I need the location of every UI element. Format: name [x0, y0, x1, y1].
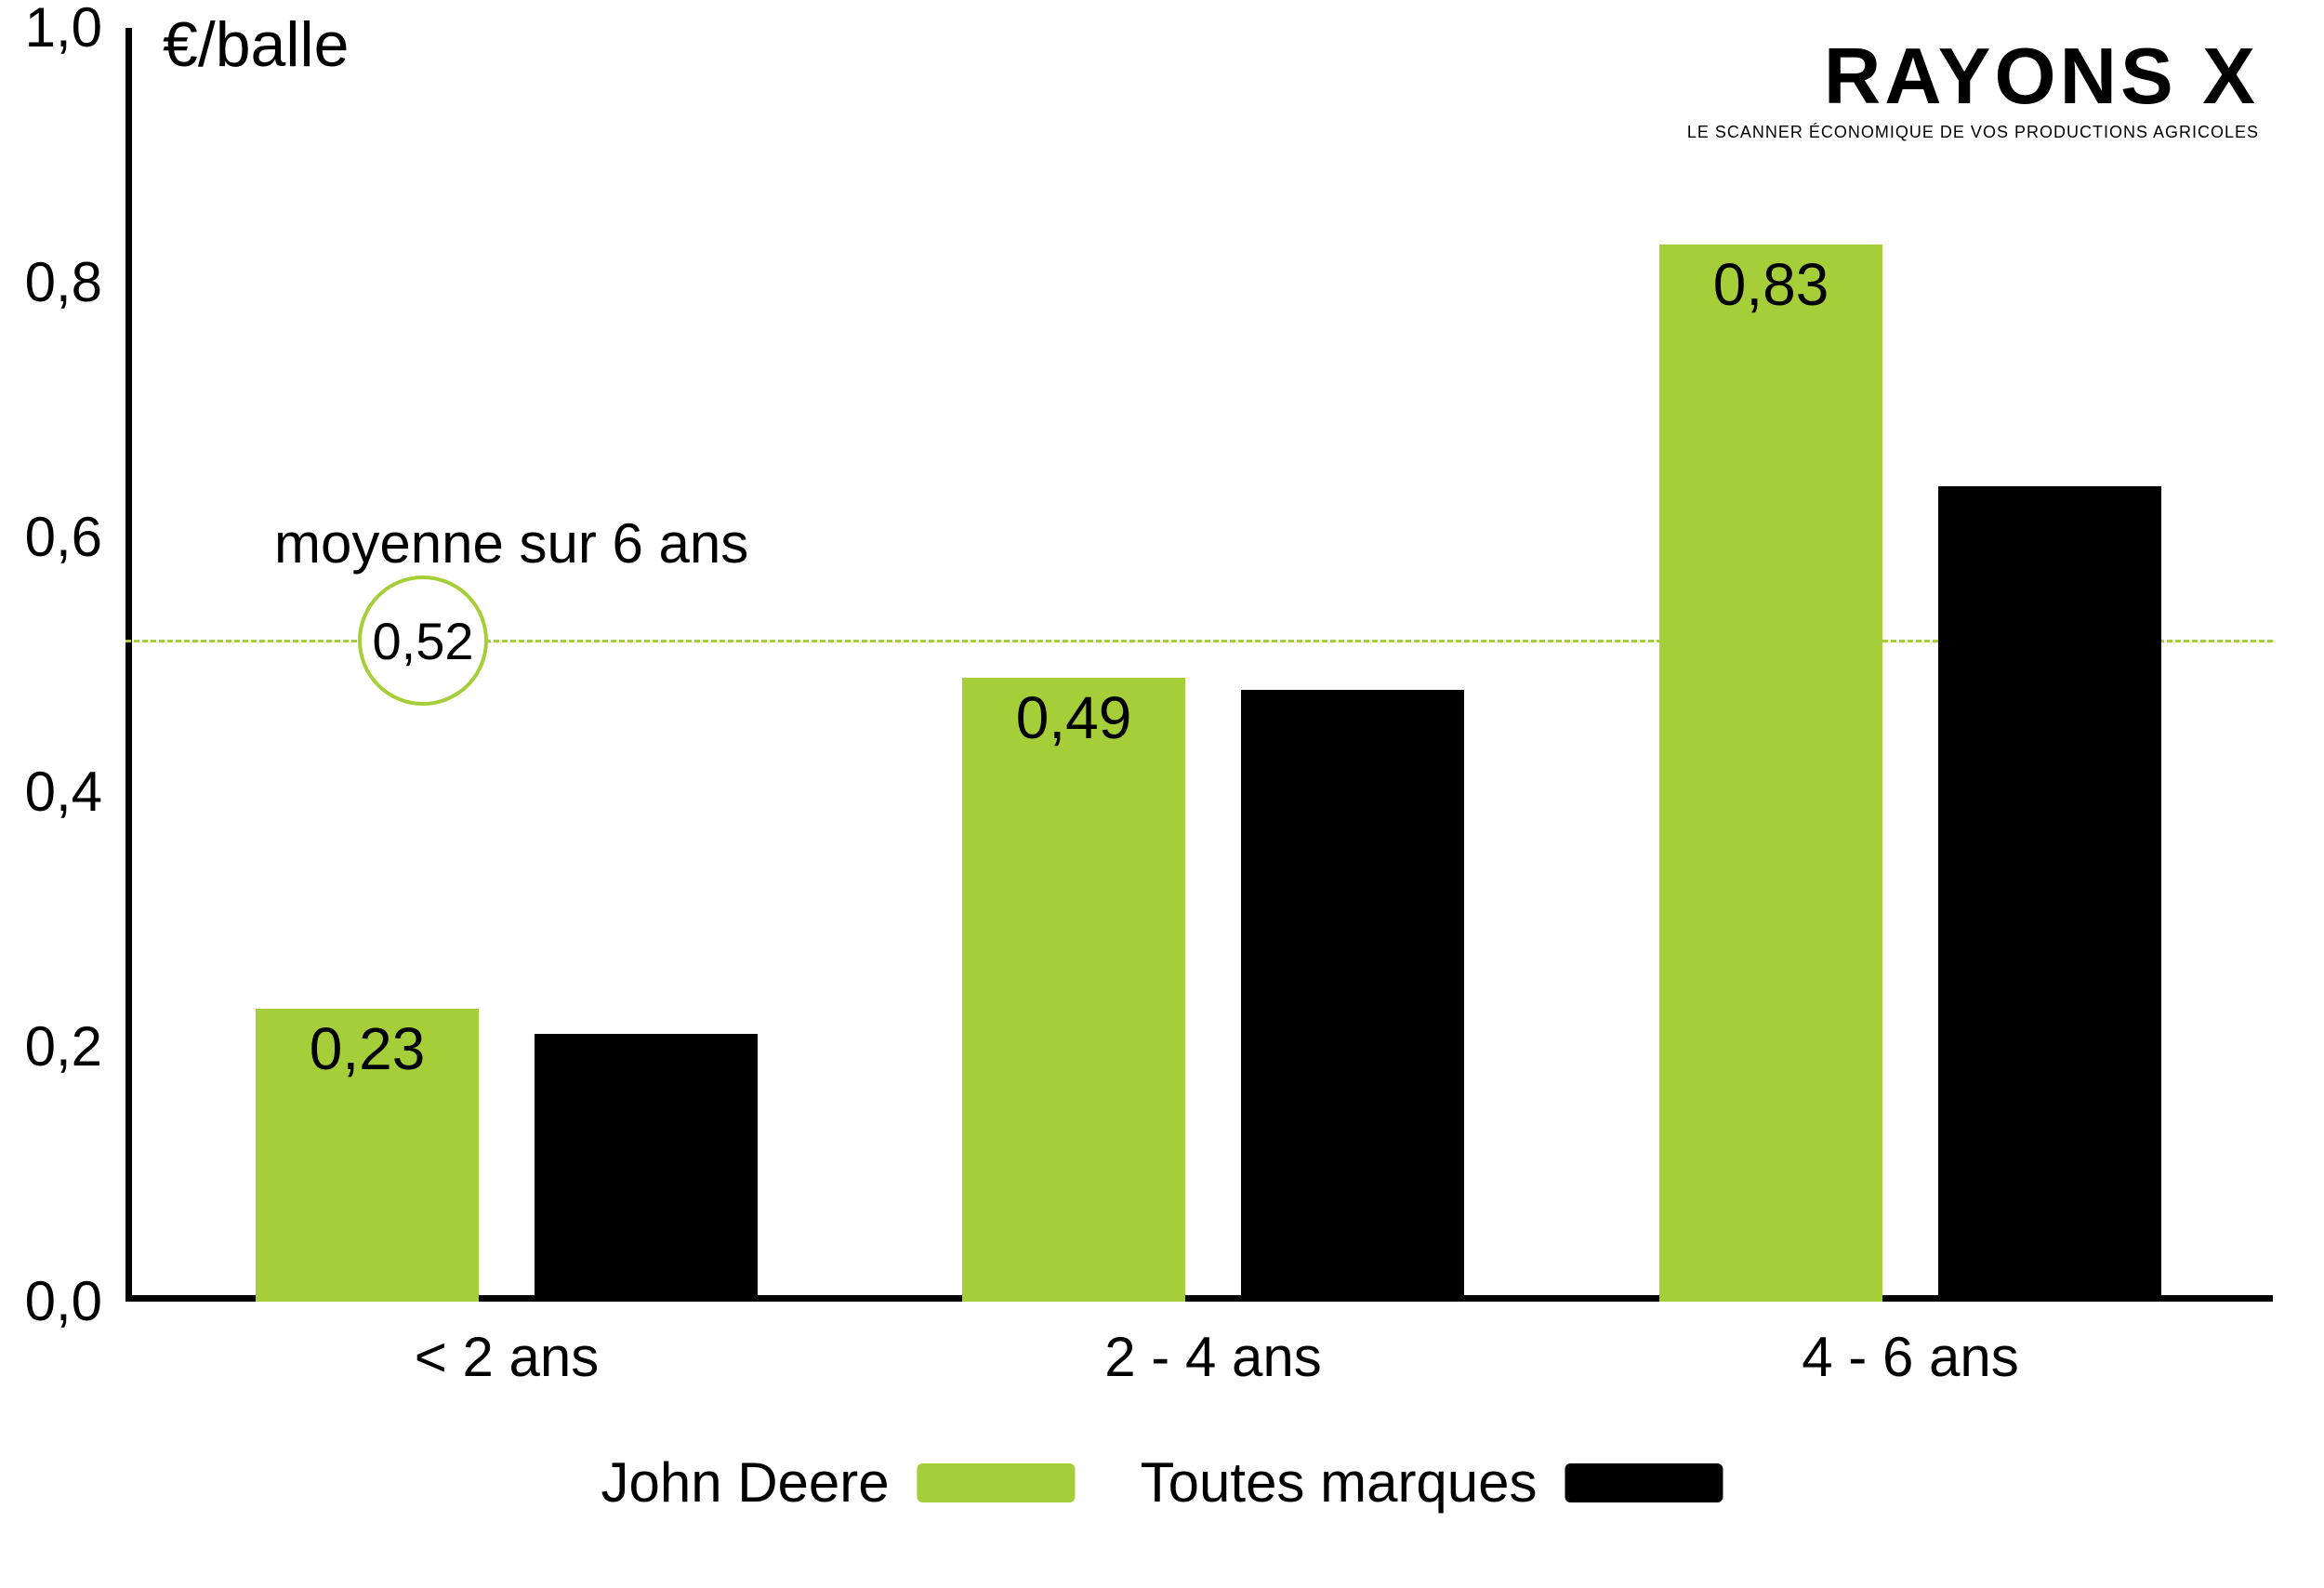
legend: John Deere Toutes marques	[601, 1450, 1723, 1515]
bar-jd-4to6	[1659, 245, 1882, 1302]
legend-swatch-jd	[918, 1463, 1076, 1502]
legend-item-jd: John Deere	[601, 1450, 1075, 1515]
bar-all-4to6	[1938, 486, 2161, 1302]
y-tick-10: 1,0	[0, 0, 102, 56]
y-tick-06: 0,6	[0, 509, 102, 565]
y-tick-04: 0,4	[0, 764, 102, 820]
bar-jd-lt2-label: 0,23	[310, 1014, 426, 1083]
x-category-2: 4 - 6 ans	[1802, 1325, 2018, 1389]
x-category-0: < 2 ans	[415, 1325, 600, 1389]
bar-all-lt2	[535, 1034, 758, 1302]
legend-item-all: Toutes marques	[1141, 1450, 1723, 1515]
chart-container: RAYONS X LE SCANNER ÉCONOMIQUE DE VOS PR…	[0, 0, 2324, 1588]
bar-jd-4to6-label: 0,83	[1713, 250, 1829, 319]
x-category-1: 2 - 4 ans	[1104, 1325, 1321, 1389]
average-value-badge: 0,52	[358, 576, 488, 706]
y-tick-0: 0,0	[0, 1274, 102, 1330]
bar-jd-2to4-label: 0,49	[1016, 683, 1132, 752]
plot-area: moyenne sur 6 ans 0,52 0,23 0,49 0,83	[125, 28, 2273, 1302]
legend-label-all: Toutes marques	[1141, 1450, 1538, 1515]
y-tick-08: 0,8	[0, 255, 102, 311]
average-value-text: 0,52	[373, 611, 474, 671]
y-tick-02: 0,2	[0, 1019, 102, 1075]
legend-label-jd: John Deere	[601, 1450, 889, 1515]
bar-all-2to4	[1241, 690, 1464, 1302]
legend-swatch-all	[1565, 1463, 1723, 1502]
average-line-label: moyenne sur 6 ans	[274, 511, 748, 576]
bar-jd-2to4	[962, 678, 1185, 1302]
